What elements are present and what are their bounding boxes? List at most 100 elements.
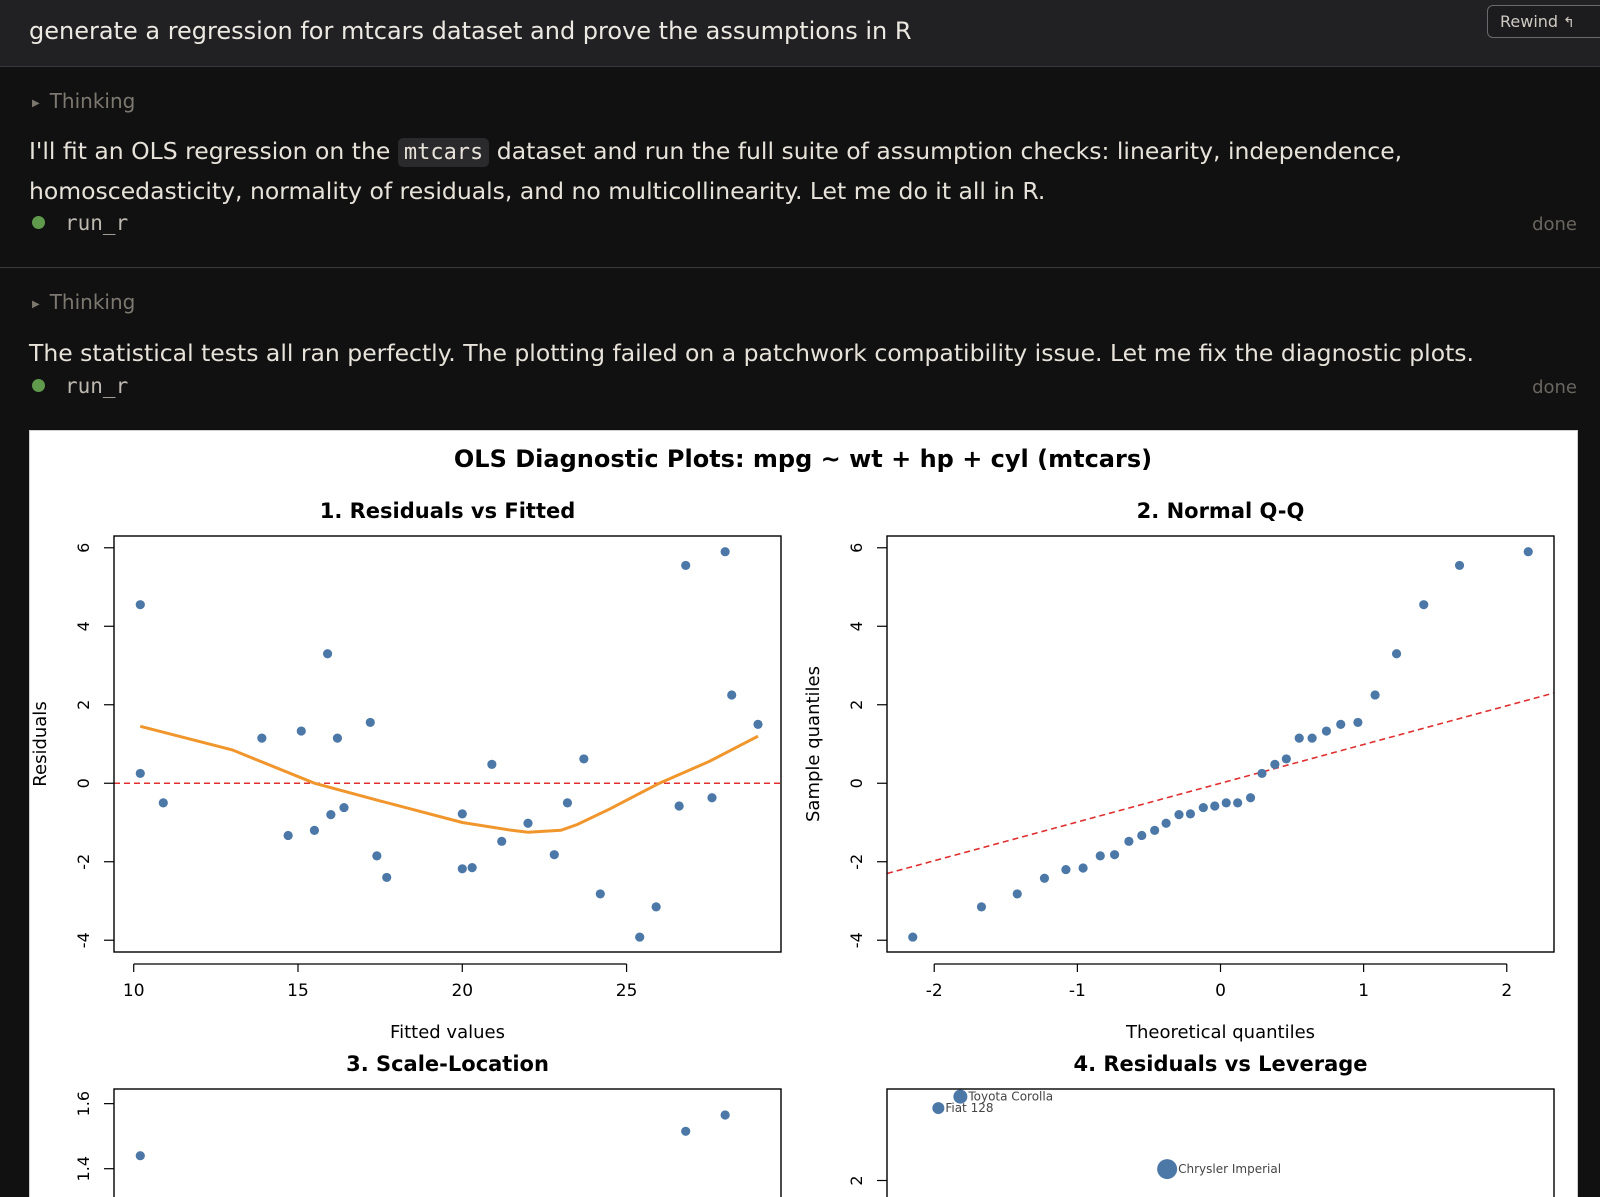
tool-call-2[interactable]: run_r xyxy=(32,374,128,398)
data-point xyxy=(1137,830,1147,841)
message-text-before: I'll fit an OLS regression on the xyxy=(29,137,391,165)
y-tick-label: 2 xyxy=(847,1175,866,1185)
data-point xyxy=(1095,851,1105,861)
data-point xyxy=(135,600,145,610)
tool-name: run_r xyxy=(65,211,129,235)
data-point xyxy=(549,850,559,860)
panel-frame xyxy=(113,1088,782,1197)
data-point xyxy=(1198,802,1208,813)
assistant-message-2: The statistical tests all ran perfectly.… xyxy=(29,339,1474,367)
assistant-step-1: ▶ Thinking I'll fit an OLS regression on … xyxy=(0,67,1600,268)
data-point xyxy=(976,902,987,912)
data-point xyxy=(365,717,375,728)
data-point xyxy=(1336,719,1346,729)
data-point xyxy=(135,1151,145,1161)
panel-title: 2. Normal Q-Q xyxy=(1137,499,1305,523)
x-tick-label: 1 xyxy=(1358,981,1369,1001)
x-tick-label: 0 xyxy=(1215,981,1226,1001)
tool-status-1: done xyxy=(1532,214,1577,235)
data-point xyxy=(1150,825,1160,835)
status-dot-icon xyxy=(32,216,45,229)
data-point xyxy=(1454,560,1465,571)
y-tick-label: 2 xyxy=(847,700,866,710)
rewind-button[interactable]: Rewind ↰ xyxy=(1487,5,1600,38)
diagnostic-chart: OLS Diagnostic Plots: mpg ~ wt + hp + cy… xyxy=(30,445,1555,1197)
y-tick-label: -2 xyxy=(74,854,93,870)
y-tick-label: 4 xyxy=(847,621,866,631)
y-tick-label: -4 xyxy=(74,932,93,948)
data-point xyxy=(674,801,684,811)
y-tick-label: 4 xyxy=(74,621,93,631)
data-point xyxy=(727,690,737,700)
data-point xyxy=(1061,864,1071,875)
thinking-toggle-2[interactable]: ▶ Thinking xyxy=(32,290,135,314)
y-tick-label: 0 xyxy=(74,778,93,788)
data-point xyxy=(1270,759,1280,770)
data-point xyxy=(523,818,533,828)
panel-frame xyxy=(113,535,782,953)
x-tick-label: 15 xyxy=(287,981,309,1001)
data-point xyxy=(1210,801,1220,811)
chart-title: OLS Diagnostic Plots: mpg ~ wt + hp + cy… xyxy=(454,445,1152,473)
disclosure-triangle-icon: ▶ xyxy=(32,299,40,310)
data-point xyxy=(339,802,349,813)
inline-code: mtcars xyxy=(397,138,490,167)
prompt-title: generate a regression for mtcars dataset… xyxy=(29,17,912,45)
data-point xyxy=(1174,810,1184,820)
data-point xyxy=(1233,798,1243,808)
data-point xyxy=(720,1110,730,1120)
data-point xyxy=(457,809,467,819)
y-tick-label: -4 xyxy=(847,932,866,948)
data-point xyxy=(1321,726,1332,736)
data-point xyxy=(1078,863,1088,873)
data-point xyxy=(382,872,392,883)
data-point xyxy=(1221,798,1231,808)
data-point xyxy=(296,726,306,736)
y-tick-label: 6 xyxy=(74,543,93,553)
top-bar: generate a regression for mtcars dataset… xyxy=(0,0,1600,67)
data-point xyxy=(1161,818,1171,828)
thinking-toggle-1[interactable]: ▶ Thinking xyxy=(32,89,135,113)
y-tick-label: -2 xyxy=(847,854,866,870)
diagnostic-plot-image: OLS Diagnostic Plots: mpg ~ wt + hp + cy… xyxy=(29,430,1578,1197)
data-point xyxy=(1157,1159,1178,1180)
data-point xyxy=(1039,873,1050,883)
data-point xyxy=(158,798,168,808)
plot-area xyxy=(114,547,781,942)
data-point xyxy=(720,547,730,557)
data-point xyxy=(562,798,573,808)
qq-reference-line xyxy=(887,692,1554,875)
data-point xyxy=(457,864,467,874)
point-label: Chrysler Imperial xyxy=(1178,1162,1281,1176)
data-point xyxy=(135,768,145,779)
y-tick-label: 2 xyxy=(74,700,93,710)
data-point xyxy=(1370,690,1380,700)
data-point xyxy=(595,889,605,899)
x-tick-label: 25 xyxy=(616,981,638,1001)
data-point xyxy=(932,1102,945,1115)
data-point xyxy=(1523,547,1533,557)
data-point xyxy=(1185,809,1196,819)
data-point xyxy=(1353,717,1363,728)
y-tick-label: 1.6 xyxy=(74,1091,93,1116)
data-point xyxy=(1391,649,1402,659)
data-point xyxy=(707,793,717,803)
rewind-label: Rewind xyxy=(1500,12,1559,31)
x-tick-label: 10 xyxy=(123,981,145,1001)
point-label: Toyota Corolla xyxy=(967,1090,1053,1104)
point-label: Fiat 128 xyxy=(945,1101,993,1115)
x-tick-label: 20 xyxy=(451,981,473,1001)
tool-name: run_r xyxy=(65,374,129,398)
tool-call-1[interactable]: run_r xyxy=(32,211,128,235)
data-point xyxy=(908,932,918,942)
data-point xyxy=(681,560,691,571)
y-axis-label: Residuals xyxy=(30,701,51,786)
disclosure-triangle-icon: ▶ xyxy=(32,98,40,109)
data-point xyxy=(467,863,477,873)
status-dot-icon xyxy=(32,379,45,392)
loess-smooth-line xyxy=(139,724,759,834)
data-point xyxy=(487,759,497,770)
tool-status-2: done xyxy=(1532,377,1577,398)
data-point xyxy=(1294,733,1304,743)
data-point xyxy=(753,719,763,729)
